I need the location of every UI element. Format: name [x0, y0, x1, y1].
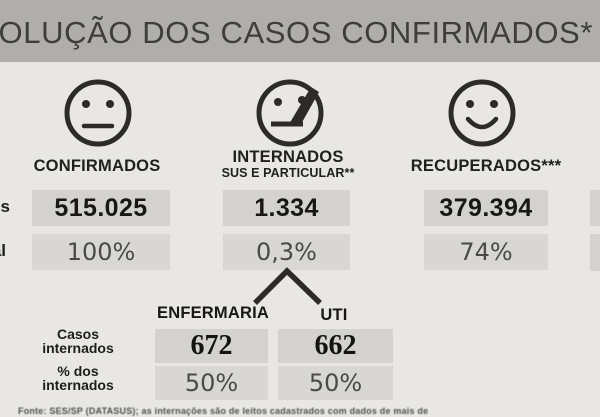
page-title: EVOLUÇÃO DOS CASOS CONFIRMADOS* [0, 15, 593, 50]
column-label: INTERNADOS [232, 148, 344, 166]
percent-box-recuperados: 74% [424, 234, 548, 270]
column-label: CONFIRMADOS [33, 157, 161, 175]
column-sublabel: SUS E PARTICULAR** [221, 166, 355, 180]
branch-label-enfermaria: ENFERMARIA [157, 304, 269, 322]
source-footnote: Fonte: SES/SP (DATASUS); as internações … [18, 406, 429, 416]
column-header-internados: INTERNADOS SUS E PARTICULAR** [202, 148, 374, 181]
breakdown-row-label-percent-internados: % dos internados [42, 363, 114, 393]
row-label-cases: Casos [0, 197, 10, 216]
enfermaria-percent-box: 50% [155, 366, 268, 400]
column-header-confirmados: CONFIRMADOS [17, 158, 177, 175]
smiling-face-icon [448, 79, 516, 147]
uti-percent-box: 50% [278, 366, 393, 400]
value-box-confirmados: 515.025 [32, 190, 170, 226]
cutoff-value-box [590, 190, 600, 226]
branch-connector-icon [253, 267, 322, 305]
enfermaria-cases-box: 672 [155, 329, 268, 363]
row-label-percent-of-total: % do total [0, 241, 6, 260]
face-with-thermometer-icon [256, 79, 324, 147]
column-header-recuperados: RECUPERADOS*** [402, 158, 570, 175]
column-label: RECUPERADOS*** [410, 157, 562, 175]
uti-cases-box: 662 [278, 329, 393, 363]
breakdown-row-label-casos-internados: Casos internados [42, 326, 114, 356]
cutoff-percent-box [590, 234, 600, 271]
title-bar: EVOLUÇÃO DOS CASOS CONFIRMADOS* [0, 0, 600, 62]
branch-label-uti: UTI [320, 306, 348, 324]
neutral-face-icon [64, 79, 132, 147]
value-box-recuperados: 379.394 [424, 190, 548, 226]
percent-box-internados: 0,3% [223, 234, 350, 270]
value-box-internados: 1.334 [223, 190, 350, 226]
percent-box-confirmados: 100% [32, 234, 170, 270]
